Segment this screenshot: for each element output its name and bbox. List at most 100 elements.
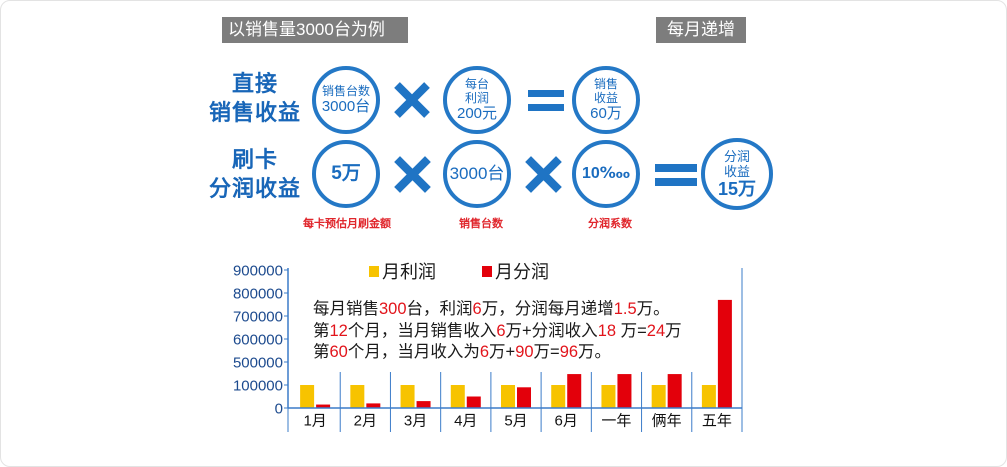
share-bar-1: [316, 404, 331, 408]
share-bar-9: [717, 299, 732, 408]
annotation-text: 第: [313, 343, 330, 361]
x-category-label: 俩年: [652, 413, 682, 430]
circle-text: 每台: [464, 77, 489, 91]
annotation-text: 第: [313, 321, 330, 340]
share-bar-6: [567, 374, 582, 408]
equals-icon: [655, 164, 697, 186]
x-category-label: 6月: [555, 413, 578, 430]
unit-profit-circle: 每台 利润 200元: [443, 66, 511, 134]
annotation-text: 万=: [533, 343, 560, 361]
card-units-circle: 3000台: [443, 140, 511, 208]
times-icon: [525, 156, 562, 193]
annotation-line: 第12个月，当月销售收入6万+分润收入18 万=24万: [313, 321, 682, 343]
legend-item-profit: 月利润: [369, 259, 436, 283]
profit-bar-6: [551, 385, 566, 408]
annotation-text: 万+分润收入: [505, 321, 598, 340]
example-banner: 以销售量3000台为例: [222, 17, 408, 43]
y-tick-label: 100000: [233, 378, 283, 395]
caption-units: 销售台数: [459, 218, 503, 230]
circle-text: 利润: [464, 91, 489, 105]
caption-share-rate: 分润系数: [588, 218, 632, 230]
annotation-highlight: 60: [329, 343, 348, 361]
annotation-text: 万: [665, 321, 682, 340]
circle-value: 3000台: [321, 98, 371, 115]
card-share-label: 刷卡 分润收益: [200, 145, 310, 203]
profit-bar-7: [601, 385, 616, 408]
equals-icon: [528, 90, 564, 111]
annotation-highlight: 96: [559, 343, 579, 361]
monthly-increase-banner: 每月递增: [656, 17, 746, 43]
annotation-highlight: 6: [479, 343, 490, 361]
direct-sales-label: 直接 销售收益: [200, 69, 310, 127]
annotation-text: 万=: [616, 321, 647, 340]
annotation-highlight: 1.5: [613, 300, 637, 318]
share-rate-circle: 10‱: [572, 140, 640, 208]
annotation-text: 万+: [489, 343, 516, 361]
legend-swatch-profit: [369, 265, 379, 277]
share-bar-8: [667, 374, 682, 408]
annotation-text: 个月，当月销售收入: [347, 321, 497, 340]
circle-text: 销售: [593, 77, 618, 91]
profit-bar-1: [300, 385, 315, 408]
annotation-line: 第60个月，当月收入为6万+90万=96万。: [313, 342, 682, 364]
x-category-label: 五年: [702, 413, 732, 430]
caption-card-volume: 每卡预估月刷金额: [303, 218, 391, 230]
y-tick-label: 500000: [233, 355, 283, 372]
annotation-text: 万。: [578, 343, 612, 361]
share-bar-4: [466, 396, 481, 408]
times-icon: [394, 156, 431, 193]
x-category-label: 4月: [454, 413, 477, 430]
circle-value: 3000台: [449, 164, 505, 183]
annotation-highlight: 6: [496, 321, 506, 340]
chart-annotation: 每月销售300台，利润6万，分润每月递增1.5万。 第12个月，当月销售收入6万+…: [313, 299, 682, 364]
profit-bar-2: [350, 385, 365, 408]
y-tick-label: 700000: [233, 309, 283, 326]
annotation-highlight: 300: [379, 300, 407, 318]
y-tick-label: 900000: [233, 263, 283, 280]
annotation-highlight: 6: [472, 300, 482, 318]
x-category-label: 5月: [504, 413, 527, 430]
x-category-label: 3月: [404, 413, 427, 430]
card-share-label-line-1: 刷卡: [231, 147, 278, 172]
circle-value: 200元: [456, 105, 498, 122]
card-volume-circle: 5万: [312, 140, 380, 208]
direct-sales-label-line-1: 直接: [231, 71, 278, 96]
direct-sales-label-line-2: 销售收益: [208, 100, 301, 125]
y-tick-label: 800000: [233, 286, 283, 303]
share-income-circle: 分润 收益 15万: [701, 138, 773, 210]
annotation-text: 万，分润每月递增: [481, 300, 614, 318]
share-bar-7: [617, 374, 632, 408]
legend-swatch-share: [482, 265, 492, 277]
annotation-text: 每月销售: [313, 300, 379, 318]
annotation-highlight: 18: [597, 321, 617, 340]
profit-bar-3: [400, 385, 415, 408]
profit-bar-8: [651, 385, 666, 408]
annotation-text: 个月，当月收入为: [347, 343, 480, 361]
circle-value: 10‱: [582, 165, 630, 182]
share-bar-5: [517, 387, 531, 408]
circle-text: 分润: [723, 148, 750, 164]
legend-label-profit: 月利润: [382, 262, 436, 282]
x-category-label: 1月: [303, 413, 326, 430]
legend-label-share: 月分润: [495, 262, 549, 282]
profit-bar-9: [701, 385, 716, 408]
circle-value: 60万: [590, 105, 622, 122]
sales-income-circle: 销售 收益 60万: [572, 66, 640, 134]
x-category-label: 2月: [354, 413, 377, 430]
circle-text: 收益: [723, 163, 750, 179]
legend-item-share: 月分润: [482, 259, 549, 283]
share-bar-2: [366, 403, 381, 408]
profit-bar-5: [501, 385, 515, 408]
circle-value: 5万: [331, 163, 361, 184]
bar-chart: 0 100000 500000 600000 700000 800000 900000 1月 2…: [233, 263, 743, 432]
card-share-label-line-2: 分润收益: [208, 176, 301, 201]
y-tick-label: 0: [275, 401, 283, 418]
annotation-highlight: 24: [646, 321, 666, 340]
y-tick-label: 600000: [233, 332, 283, 349]
profit-bar-4: [450, 385, 465, 408]
sales-units-circle: 销售台数 3000台: [312, 66, 380, 134]
share-bar-3: [416, 401, 431, 408]
circle-text: 销售台数: [321, 84, 370, 98]
circle-text: 收益: [593, 91, 618, 105]
